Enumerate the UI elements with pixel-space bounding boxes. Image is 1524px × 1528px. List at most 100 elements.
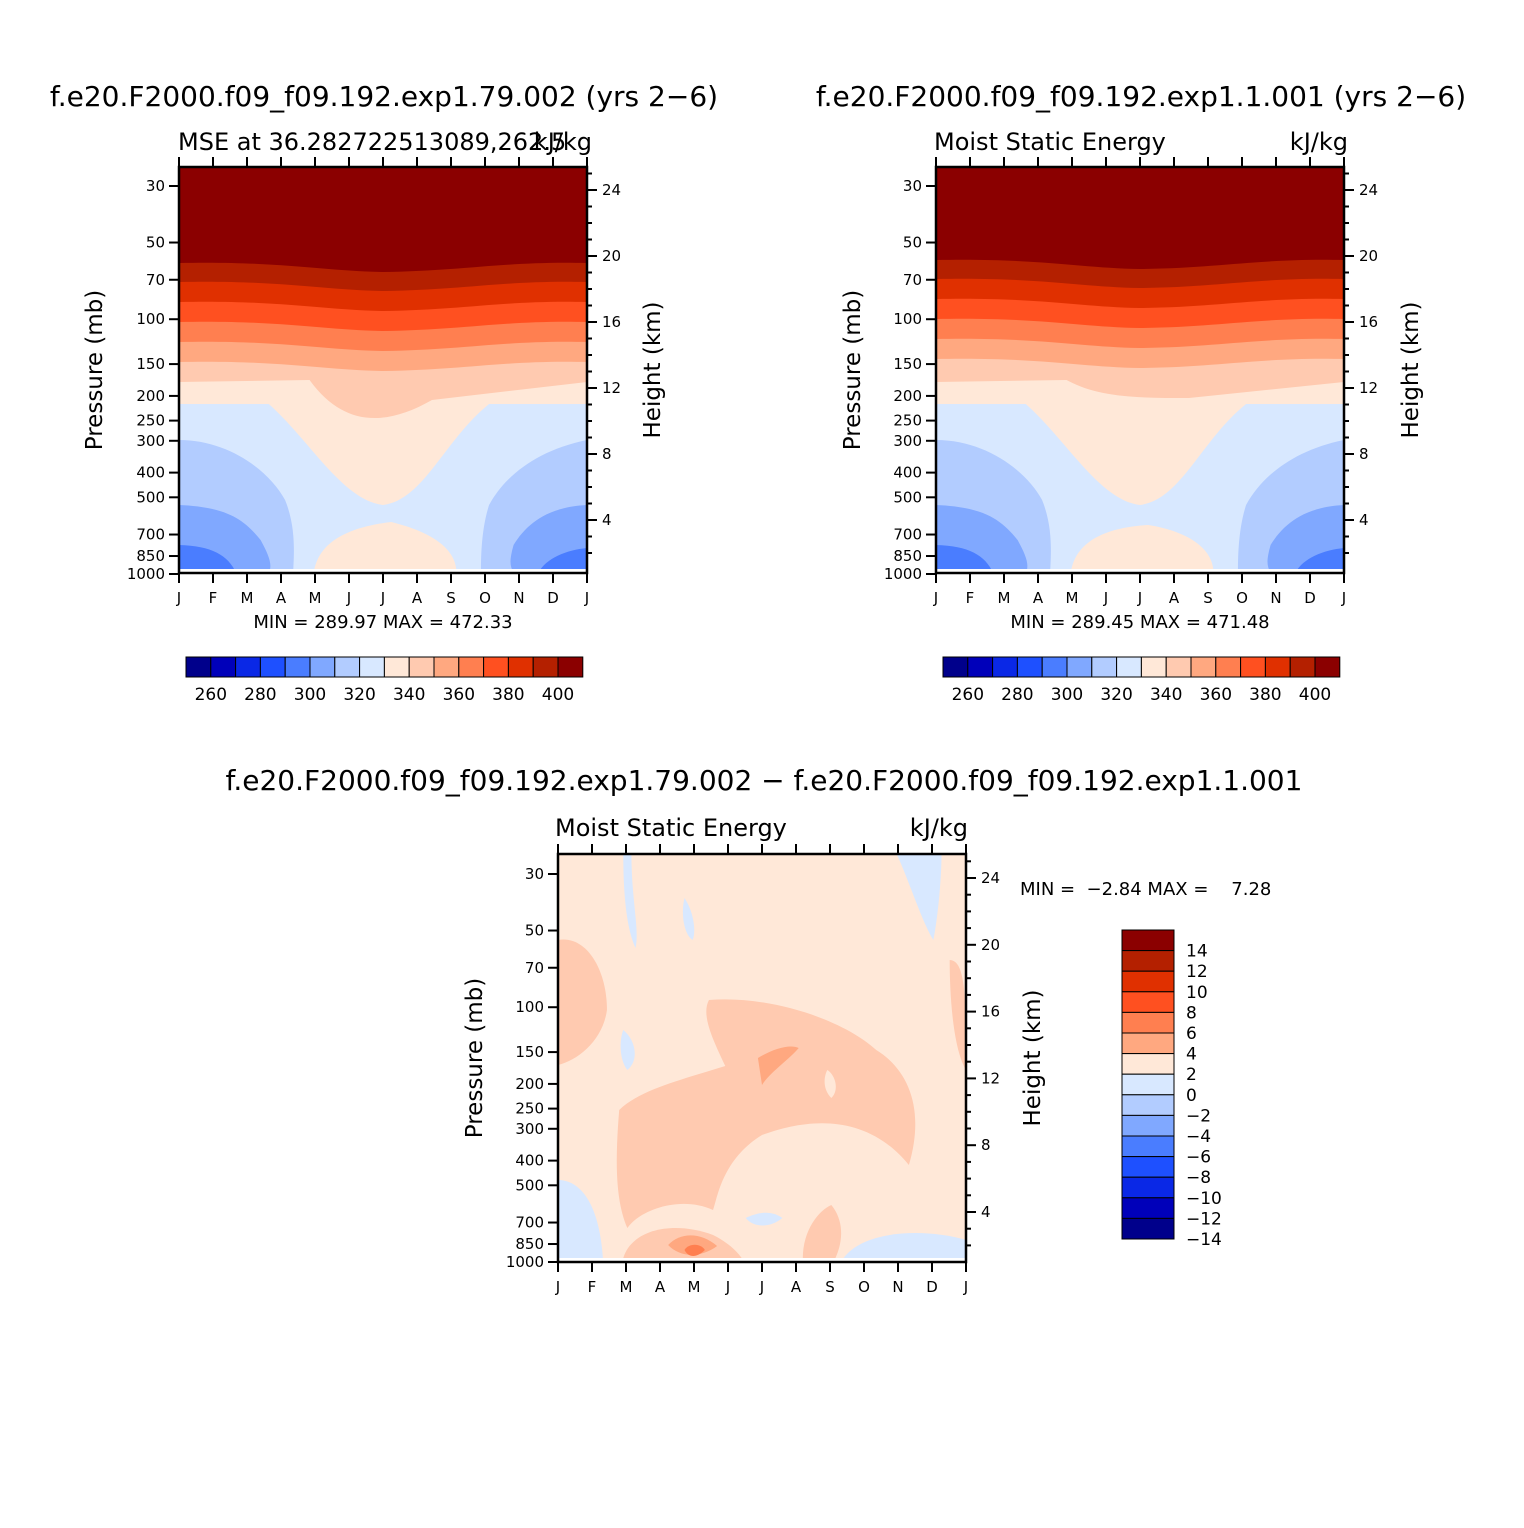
colorbar-swatch <box>1215 656 1242 678</box>
colorbar-tick-label: 380 <box>492 685 524 705</box>
below-ground-mask <box>179 569 587 573</box>
month-tick-label: J <box>584 589 589 607</box>
colorbar-tick-label: 320 <box>343 685 375 705</box>
panel1-ylabel-right: Height (km) <box>640 301 666 438</box>
colorbar-tick-label: 300 <box>1051 685 1083 705</box>
panel2-title: f.e20.F2000.f09_f09.192.exp1.1.001 (yrs … <box>816 80 1466 113</box>
panel1-ylabel: Pressure (mb) <box>82 290 108 450</box>
pressure-tick-label: 850 <box>893 547 922 565</box>
pressure-tick-label: 50 <box>146 234 165 252</box>
panel3-height-ticks: 4 8 12 16 20 24 <box>966 860 1000 1247</box>
colorbar-tick-label: −4 <box>1186 1127 1211 1147</box>
pressure-tick-label: 1000 <box>884 565 922 583</box>
pressure-tick-label: 50 <box>903 234 922 252</box>
panel-exp1-1-001: f.e20.F2000.f09_f09.192.exp1.1.001 (yrs … <box>816 80 1466 705</box>
colorbar-swatch <box>210 656 237 678</box>
colorbar-tick-label: 4 <box>1186 1045 1197 1065</box>
month-tick-label: M <box>688 1278 701 1296</box>
contour-band <box>558 1180 603 1258</box>
colorbar-tick-label: 280 <box>1001 685 1033 705</box>
pressure-tick-label: 100 <box>893 310 922 328</box>
colorbar-swatch <box>557 656 584 678</box>
colorbar-swatch <box>967 656 994 678</box>
colorbar-tick-label: 12 <box>1186 962 1208 982</box>
colorbar-swatch <box>1066 656 1093 678</box>
colorbar-swatch <box>1121 950 1175 972</box>
colorbar-tick-label: 260 <box>952 685 984 705</box>
panel1-height-ticks: 4 8 12 16 20 24 <box>587 172 621 554</box>
colorbar-tick-label: −14 <box>1186 1230 1222 1250</box>
colorbar-swatch <box>1314 656 1341 678</box>
colorbar-swatch <box>1165 656 1192 678</box>
pressure-tick-label: 400 <box>515 1152 544 1170</box>
pressure-tick-label: 500 <box>893 488 922 506</box>
panel1-subtitle-left: MSE at 36.282722513089,262.5 <box>178 128 566 156</box>
panel1-colorbar: 260 280 300 320 340 360 380 400 <box>185 656 584 705</box>
colorbar-swatch <box>1121 1073 1175 1096</box>
colorbar-swatch <box>992 656 1018 678</box>
pressure-tick-label: 500 <box>515 1176 544 1194</box>
colorbar-swatch <box>1240 656 1266 678</box>
below-ground-mask <box>936 569 1344 573</box>
colorbar-swatch <box>408 656 435 678</box>
contour-band <box>896 854 942 940</box>
height-tick-label: 16 <box>981 1003 1000 1021</box>
panel2-subtitle-left: Moist Static Energy <box>934 128 1166 156</box>
colorbar-swatch <box>433 656 460 678</box>
month-tick-label: O <box>858 1278 870 1296</box>
colorbar-swatch <box>1289 656 1316 678</box>
height-tick-label: 20 <box>1359 247 1378 265</box>
pressure-tick-label: 300 <box>893 432 922 450</box>
contour-band <box>620 1030 635 1070</box>
pressure-tick-label: 250 <box>893 412 922 430</box>
month-tick-label: F <box>588 1278 597 1296</box>
panel2-ylabel: Pressure (mb) <box>840 290 866 450</box>
pressure-tick-label: 500 <box>136 488 165 506</box>
height-tick-label: 4 <box>602 511 612 529</box>
month-tick-label: F <box>966 589 975 607</box>
panel-difference: f.e20.F2000.f09_f09.192.exp1.79.002 − f.… <box>226 764 1303 1296</box>
month-tick-label: M <box>620 1278 633 1296</box>
pressure-tick-label: 1000 <box>127 565 165 583</box>
pressure-tick-label: 200 <box>515 1075 544 1093</box>
colorbar-tick-label: 300 <box>294 685 326 705</box>
panel2-height-ticks: 4 8 12 16 20 24 <box>1344 172 1378 554</box>
pressure-tick-label: 30 <box>146 177 165 195</box>
colorbar-swatch <box>334 656 361 678</box>
contour-band <box>558 939 607 1065</box>
contour-band <box>745 1212 783 1226</box>
colorbar-tick-label: 10 <box>1186 983 1208 1003</box>
height-tick-label: 24 <box>981 869 1000 887</box>
pressure-tick-label: 200 <box>893 387 922 405</box>
height-tick-label: 24 <box>602 181 621 199</box>
month-tick-label: J <box>555 1278 560 1296</box>
contour-band <box>684 1244 705 1256</box>
pressure-tick-label: 150 <box>136 355 165 373</box>
colorbar-tick-label: 6 <box>1186 1024 1197 1044</box>
colorbar-swatch <box>507 656 534 678</box>
colorbar-tick-label: −8 <box>1186 1168 1211 1188</box>
height-tick-label: 20 <box>981 936 1000 954</box>
pressure-tick-label: 700 <box>136 526 165 544</box>
below-ground-mask <box>558 1258 966 1262</box>
contour-band <box>802 1205 842 1258</box>
pressure-tick-label: 70 <box>903 271 922 289</box>
pressure-tick-label: 30 <box>525 865 544 883</box>
height-tick-label: 16 <box>602 313 621 331</box>
contour-band <box>949 960 966 1070</box>
panel2-min-max: MIN = 289.45 MAX = 471.48 <box>1010 612 1269 633</box>
colorbar-swatch <box>1121 1114 1175 1137</box>
colorbar-swatch <box>284 656 311 678</box>
month-tick-label: J <box>1103 589 1108 607</box>
colorbar-tick-label: 8 <box>1186 1003 1197 1023</box>
panel3-contour-fill <box>558 854 966 1262</box>
contour-band <box>623 854 637 948</box>
height-tick-label: 24 <box>1359 181 1378 199</box>
month-tick-label: J <box>380 589 385 607</box>
pressure-tick-label: 150 <box>893 355 922 373</box>
colorbar-tick-label: 340 <box>393 685 425 705</box>
colorbar-swatch <box>1264 656 1291 678</box>
